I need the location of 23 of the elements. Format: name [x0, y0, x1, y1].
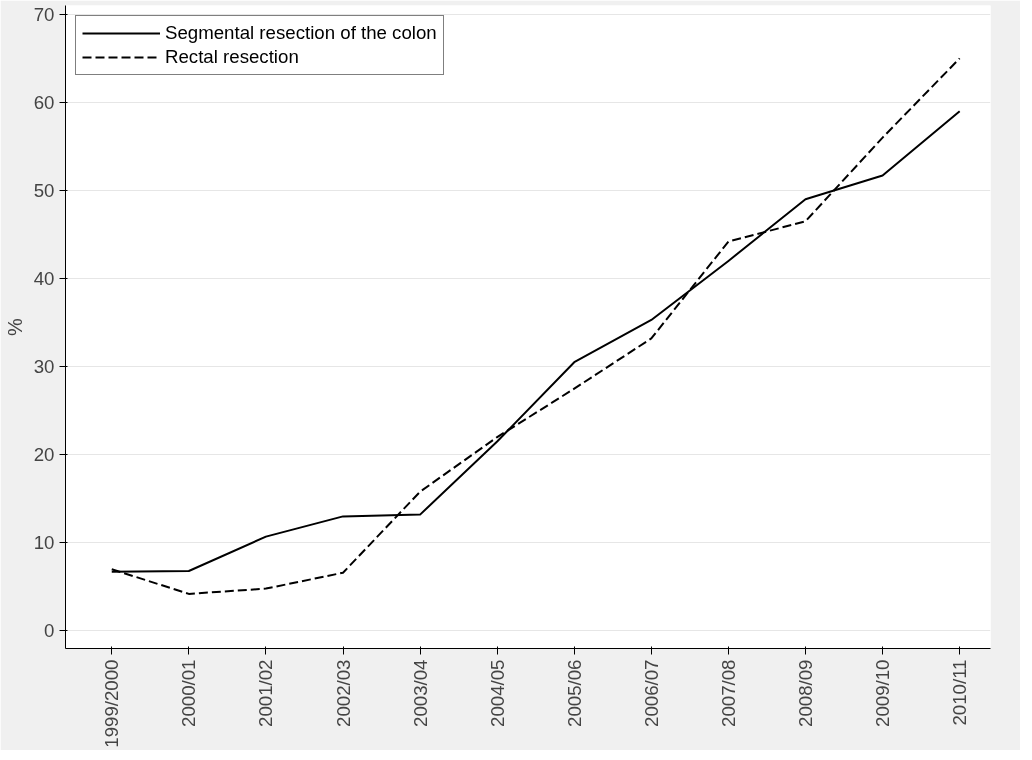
y-axis-title: % — [3, 317, 26, 336]
y-tick-label: 10 — [33, 532, 55, 554]
x-tick-label: 2004/05 — [486, 659, 508, 727]
x-tick-label: 2010/11 — [949, 659, 971, 726]
x-tick-label: 2009/10 — [872, 659, 894, 727]
x-tick-label: 2003/04 — [409, 659, 431, 727]
x-tick-label: 2006/07 — [640, 659, 662, 727]
x-tick-label: 2002/03 — [332, 659, 354, 727]
x-tick-label: 2005/06 — [563, 659, 585, 727]
x-tick-label: 2007/08 — [717, 659, 739, 727]
y-tick-label: 40 — [33, 268, 55, 290]
x-tick-label: 2008/09 — [795, 659, 816, 727]
y-tick-label: 0 — [44, 620, 55, 642]
y-tick-label: 60 — [33, 91, 55, 113]
x-tick-label: 2001/02 — [255, 659, 277, 727]
legend-label: Rectal resection — [165, 46, 299, 68]
y-tick-label: 20 — [33, 444, 55, 466]
legend-label: Segmental resection of the colon — [165, 22, 437, 44]
y-tick-label: 30 — [33, 356, 55, 378]
y-tick-label: 50 — [33, 179, 55, 201]
y-tick-label: 70 — [33, 3, 55, 25]
x-tick-label: 2000/01 — [178, 659, 200, 727]
x-tick-label: 1999/2000 — [101, 659, 123, 748]
